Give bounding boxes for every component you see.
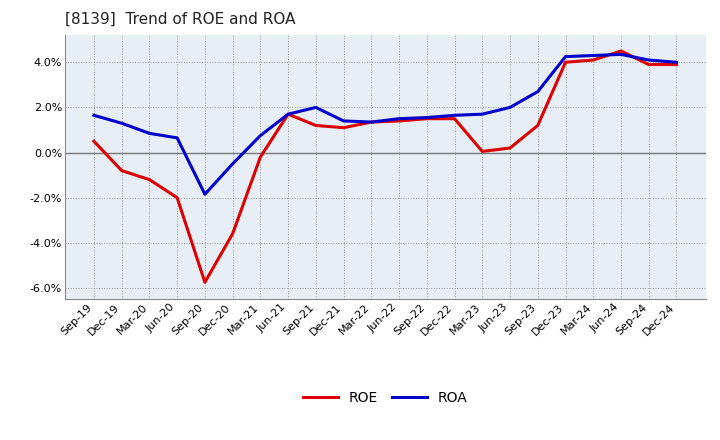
ROE <box>423 116 431 121</box>
ROE <box>478 149 487 154</box>
ROE <box>284 111 292 117</box>
ROE <box>589 57 598 62</box>
ROE <box>117 168 126 173</box>
ROA <box>450 113 459 118</box>
ROE <box>395 118 403 124</box>
Text: [8139]  Trend of ROE and ROA: [8139] Trend of ROE and ROA <box>65 12 295 27</box>
Line: ROE: ROE <box>94 51 677 282</box>
Legend: ROE, ROA: ROE, ROA <box>297 385 473 411</box>
ROA <box>339 118 348 124</box>
ROE <box>616 48 625 54</box>
ROE <box>644 62 653 67</box>
ROA <box>534 89 542 94</box>
ROA <box>312 105 320 110</box>
ROA <box>395 116 403 121</box>
ROA <box>284 111 292 117</box>
ROA <box>145 131 154 136</box>
ROE <box>367 119 376 125</box>
ROA <box>505 105 514 110</box>
ROE <box>561 60 570 65</box>
ROE <box>173 195 181 200</box>
ROE <box>672 62 681 67</box>
ROE <box>505 145 514 150</box>
ROE <box>228 231 237 236</box>
ROA <box>228 161 237 166</box>
ROA <box>117 121 126 126</box>
ROE <box>145 177 154 182</box>
ROA <box>89 113 98 118</box>
ROA <box>561 54 570 59</box>
ROA <box>367 119 376 125</box>
Line: ROA: ROA <box>94 55 677 194</box>
ROA <box>616 52 625 57</box>
ROE <box>534 123 542 128</box>
ROA <box>589 53 598 58</box>
ROE <box>256 154 265 160</box>
ROA <box>672 60 681 65</box>
ROE <box>339 125 348 130</box>
ROA <box>478 111 487 117</box>
ROE <box>312 123 320 128</box>
ROE <box>201 280 210 285</box>
ROE <box>89 139 98 144</box>
ROA <box>256 133 265 138</box>
ROE <box>450 116 459 121</box>
ROA <box>423 115 431 120</box>
ROA <box>644 57 653 62</box>
ROA <box>173 135 181 140</box>
ROA <box>201 192 210 197</box>
